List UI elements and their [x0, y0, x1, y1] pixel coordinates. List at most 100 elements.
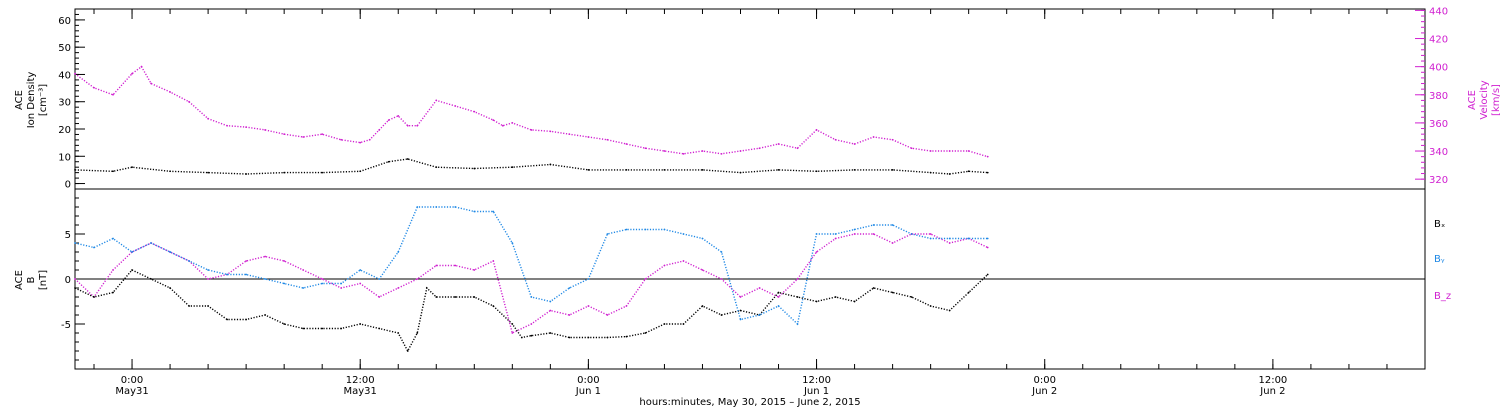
density-series-point	[587, 169, 590, 171]
by-series-point	[188, 260, 190, 262]
density-series-point	[359, 170, 362, 173]
top-y-right-label-2: Velocity	[1479, 80, 1490, 119]
by-series-point	[416, 206, 419, 208]
velocity-series-point	[283, 133, 286, 136]
bz-series	[74, 233, 988, 334]
velocity-series-point	[511, 122, 514, 124]
by-series-point	[549, 300, 552, 303]
bz-series-point	[701, 269, 704, 271]
bx-series-point	[606, 336, 609, 339]
velocity-series-point	[74, 72, 76, 75]
by-series-point	[169, 251, 171, 253]
by-series-point	[112, 237, 114, 240]
velocity-series-point	[359, 141, 362, 144]
velocity-series-point	[387, 119, 390, 121]
bz-series-point	[891, 242, 894, 244]
velocity-series-point	[397, 114, 400, 117]
by-series-point	[530, 296, 533, 298]
bx-series-point	[435, 296, 438, 298]
bz-series-point	[606, 314, 609, 316]
velocity-series-point	[340, 138, 343, 141]
bx-series-point	[425, 287, 428, 289]
bx-series-point	[245, 318, 248, 321]
by-series-point	[758, 314, 761, 316]
bz-series-point	[112, 269, 114, 271]
velocity-series-point	[416, 124, 419, 127]
bx-series-point	[796, 296, 799, 298]
velocity-series-point	[644, 147, 647, 150]
bz-series-point	[302, 269, 305, 271]
by-series-point	[302, 287, 305, 289]
by-series-point	[454, 206, 457, 208]
velocity-series-point	[93, 86, 95, 89]
top-y-left-tick-label: 50	[58, 43, 71, 54]
legend-bx: Bₓ	[1434, 219, 1445, 230]
bx-series-point	[473, 296, 476, 298]
bz-series-point	[720, 278, 723, 280]
x-tick-label-time: 0:00	[1033, 375, 1055, 386]
by-series-point	[587, 278, 590, 280]
bz-series-point	[986, 246, 989, 249]
velocity-series-point	[834, 138, 837, 141]
density-series-point	[473, 167, 476, 170]
velocity-series-point	[321, 133, 324, 136]
bx-series-point	[321, 327, 324, 330]
bx-series-point	[150, 278, 152, 280]
top-y-left-label-1: ACE	[14, 90, 25, 110]
by-series-point	[796, 323, 799, 325]
velocity-series-point	[245, 126, 248, 129]
density-series-point	[929, 171, 932, 174]
by-series-point	[93, 246, 95, 249]
by-series-point	[397, 251, 400, 253]
bottom-y-label: ACE B [nT]	[14, 270, 49, 290]
bx-series-point	[701, 305, 704, 307]
bx-series-point	[777, 291, 780, 294]
bottom-y-label-1: ACE	[14, 270, 25, 290]
bottom-data-group	[74, 206, 989, 353]
by-series-point	[264, 278, 267, 280]
top-y-right-tick-label: 440	[1429, 6, 1448, 17]
x-tick-label-time: 0:00	[577, 375, 599, 386]
bz-series-point	[872, 233, 875, 235]
density-series	[74, 158, 988, 175]
x-tick-label-time: 12:00	[346, 375, 375, 386]
by-series-point	[872, 224, 875, 226]
velocity-series-point	[568, 133, 571, 136]
velocity-series-point	[264, 129, 267, 131]
bottom-y-label-3: [nT]	[38, 270, 49, 290]
bx-series-point	[891, 291, 894, 294]
density-series-point	[321, 171, 324, 174]
by-series-point	[815, 233, 818, 235]
velocity-series-point	[549, 130, 552, 133]
bz-series-point	[625, 305, 628, 307]
velocity-series-point	[777, 143, 780, 145]
density-series-point	[169, 170, 171, 173]
by-series-point	[435, 206, 438, 208]
velocity-series-point	[986, 155, 989, 158]
legend-bz: B_z	[1434, 291, 1451, 302]
x-tick-label-date: May31	[344, 386, 377, 397]
by-series-point	[777, 305, 780, 307]
bz-series-point	[264, 255, 267, 258]
bz-series-point	[948, 242, 951, 244]
bx-series	[74, 269, 989, 353]
bz-series-point	[511, 332, 514, 334]
velocity-series-point	[188, 100, 190, 103]
bx-series-point	[720, 314, 723, 316]
velocity-series-point	[302, 136, 305, 138]
by-series-point	[986, 237, 989, 240]
top-y-right-label: ACE Velocity [km/s]	[1467, 80, 1500, 119]
density-series-point	[283, 171, 286, 174]
by-series-point	[682, 233, 685, 235]
bx-series-point	[739, 309, 742, 312]
by-series-point	[853, 228, 856, 231]
bx-series-point	[815, 300, 818, 303]
bottom-y-tick-label: 0	[65, 275, 71, 286]
bx-series-point	[406, 350, 409, 352]
velocity-series-point	[226, 124, 229, 127]
bx-series-point	[853, 300, 856, 303]
bz-series-point	[435, 264, 438, 267]
bottom-y-tick-label: 5	[65, 230, 71, 241]
top-y-right-tick-label: 320	[1429, 175, 1448, 186]
